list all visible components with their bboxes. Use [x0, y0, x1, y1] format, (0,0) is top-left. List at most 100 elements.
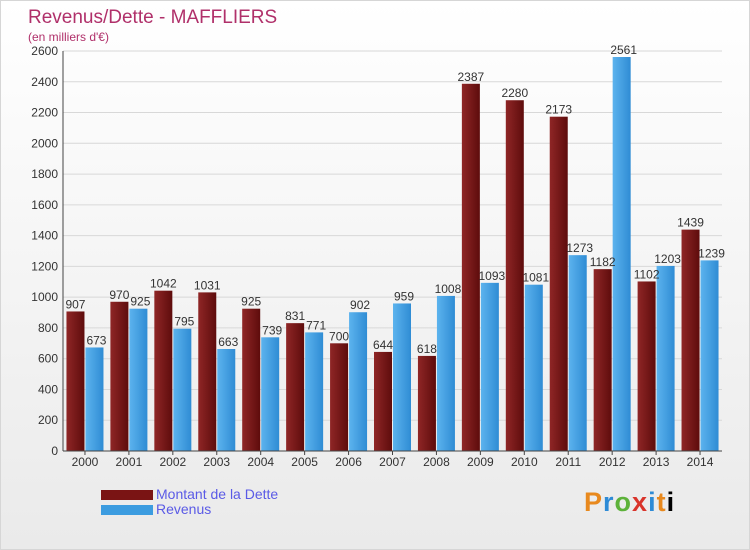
chart-subtitle: (en milliers d'€) — [28, 30, 109, 44]
proxiti-logo: Proxiti — [584, 487, 676, 517]
bar-dette — [549, 116, 568, 451]
axes: 0 200 400 600 800 1000 1200 1400 1600 1800 2000 220… — [31, 44, 722, 469]
data-label-dette: 1439 — [677, 216, 704, 230]
bars — [66, 57, 719, 452]
bar-revenus — [436, 295, 455, 451]
y-tick-label: 0 — [51, 444, 58, 458]
y-tick-label: 1400 — [31, 229, 58, 243]
bar-dette — [505, 100, 524, 451]
y-tick-label: 1600 — [31, 198, 58, 212]
y-tick-label: 2200 — [31, 106, 58, 120]
y-tick-label: 800 — [38, 321, 58, 335]
x-tick-label: 2006 — [335, 455, 362, 469]
data-label-revenus: 2561 — [610, 43, 637, 57]
data-label-revenus: 795 — [174, 315, 194, 329]
x-tick-label: 2001 — [116, 455, 143, 469]
data-label-revenus: 673 — [86, 333, 106, 347]
bar-dette — [681, 229, 700, 451]
bar-dette — [198, 292, 217, 451]
data-label-revenus: 1093 — [479, 269, 506, 283]
data-label-revenus: 1273 — [566, 241, 593, 255]
y-tick-label: 1000 — [31, 290, 58, 304]
data-label-revenus: 771 — [306, 318, 326, 332]
bar-revenus — [656, 265, 675, 451]
data-label-dette: 925 — [241, 295, 261, 309]
bar-dette — [286, 323, 305, 451]
bar-revenus — [305, 332, 324, 451]
y-tick-label: 200 — [38, 413, 58, 427]
x-tick-label: 2004 — [247, 455, 274, 469]
x-tick-label: 2009 — [467, 455, 494, 469]
y-tick-label: 2600 — [31, 44, 58, 58]
bar-revenus — [217, 349, 236, 451]
data-label-dette: 970 — [109, 288, 129, 302]
x-tick-label: 2014 — [687, 455, 714, 469]
y-tick-label: 2400 — [31, 75, 58, 89]
bar-dette — [417, 355, 436, 451]
bar-revenus — [129, 308, 148, 451]
bar-dette — [593, 269, 612, 451]
x-tick-label: 2007 — [379, 455, 406, 469]
bar-revenus — [261, 337, 280, 451]
data-label-revenus: 1203 — [654, 252, 681, 266]
chart-title: Revenus/Dette - MAFFLIERS — [28, 7, 278, 28]
data-label-revenus: 925 — [130, 295, 150, 309]
data-label-dette: 2280 — [501, 86, 528, 100]
bar-revenus — [524, 284, 543, 451]
data-label-dette: 700 — [329, 329, 349, 343]
data-label-dette: 907 — [65, 297, 85, 311]
data-label-dette: 2387 — [458, 70, 485, 84]
y-tick-label: 2000 — [31, 136, 58, 150]
x-tick-label: 2013 — [643, 455, 670, 469]
data-label-revenus: 959 — [394, 289, 414, 303]
y-tick-label: 1200 — [31, 259, 58, 273]
x-tick-label: 2011 — [555, 455, 581, 469]
legend-label-dette: Montant de la Dette — [156, 486, 279, 502]
bar-revenus — [700, 260, 719, 451]
bar-dette — [461, 83, 480, 452]
x-tick-label: 2010 — [511, 455, 538, 469]
bar-dette — [637, 281, 656, 451]
legend-label-revenus: Revenus — [156, 501, 212, 517]
x-tick-label: 2005 — [291, 455, 318, 469]
x-tick-label: 2003 — [203, 455, 230, 469]
y-tick-label: 1800 — [31, 167, 58, 181]
data-label-revenus: 1239 — [698, 246, 725, 260]
data-label-dette: 1182 — [590, 255, 616, 269]
x-tick-label: 2002 — [159, 455, 186, 469]
y-tick-label: 600 — [38, 352, 58, 366]
bar-dette — [374, 351, 392, 451]
data-label-revenus: 902 — [350, 298, 370, 312]
bar-dette — [110, 301, 129, 451]
bar-revenus — [568, 255, 587, 451]
data-label-dette: 618 — [417, 342, 437, 356]
data-label-revenus: 1008 — [435, 282, 462, 296]
data-label-dette: 831 — [285, 309, 305, 323]
legend-swatch-dette — [101, 490, 153, 500]
y-tick-label: 400 — [38, 382, 58, 396]
bar-revenus — [612, 57, 631, 451]
x-tick-label: 2012 — [599, 455, 626, 469]
bar-revenus — [85, 347, 104, 451]
bar-dette — [66, 311, 85, 451]
x-tick-label: 2000 — [72, 455, 99, 469]
x-tick-label: 2008 — [423, 455, 450, 469]
data-label-dette: 1102 — [634, 267, 660, 281]
bar-revenus — [480, 282, 499, 451]
data-label-dette: 1031 — [194, 278, 221, 292]
data-label-revenus: 1081 — [522, 271, 549, 285]
grid-lines — [63, 50, 722, 452]
data-label-dette: 644 — [373, 338, 393, 352]
legend-swatch-revenus — [101, 505, 153, 515]
data-label-dette: 2173 — [545, 103, 572, 117]
bar-revenus — [349, 312, 368, 451]
bar-dette — [242, 308, 261, 451]
data-label-dette: 1042 — [150, 277, 177, 291]
data-label-revenus: 663 — [218, 335, 238, 349]
bar-revenus — [393, 303, 411, 451]
bar-revenus — [173, 328, 192, 451]
data-label-revenus: 739 — [262, 323, 282, 337]
